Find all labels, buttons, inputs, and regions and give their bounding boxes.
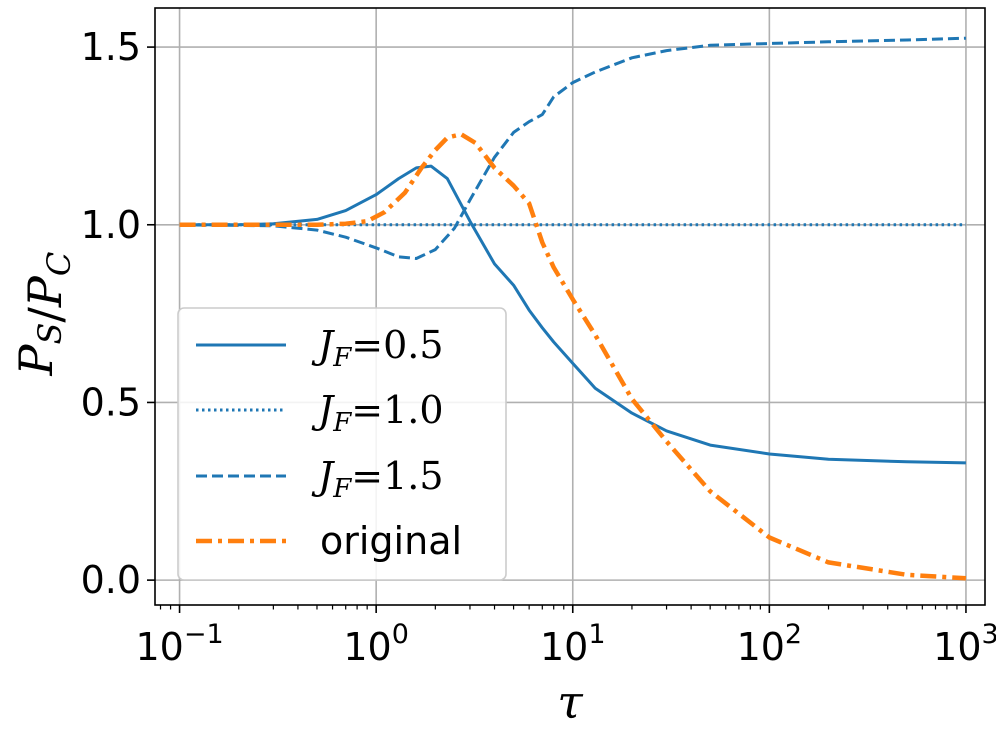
y-tick-label: 1.5 bbox=[81, 25, 141, 69]
plot-frame bbox=[154, 7, 986, 606]
y-tick-label: 1.0 bbox=[81, 203, 141, 247]
series-line-j-f-1-5 bbox=[179, 36, 966, 260]
x-tick-label: 102 bbox=[737, 619, 803, 669]
legend-label: JF=1.0 bbox=[311, 388, 444, 438]
x-axis-label: τ bbox=[557, 675, 584, 729]
legend-box bbox=[177, 307, 507, 581]
y-axis-label: PS/PC bbox=[9, 252, 78, 377]
x-tick-label: 100 bbox=[343, 619, 409, 669]
legend-label: JF=0.5 bbox=[311, 323, 444, 373]
y-tick-label: 0.5 bbox=[81, 380, 141, 424]
x-tick-label: 10−1 bbox=[135, 619, 223, 669]
legend-label: JF=1.5 bbox=[311, 454, 444, 504]
series-line-j-f-0-5 bbox=[179, 164, 966, 465]
legend-label: original bbox=[320, 519, 462, 563]
x-tick-label: 101 bbox=[540, 619, 606, 669]
legend: JF=0.5 JF=1.0 JF=1.5 original bbox=[177, 307, 507, 581]
y-tick-label: 0.0 bbox=[81, 558, 141, 602]
axis-ticks: 10−1 100 101 102 103 0.0 0.5 1.0 1.5 bbox=[81, 25, 996, 669]
series-layer bbox=[179, 36, 967, 581]
series-line-original bbox=[179, 131, 967, 581]
x-tick-label: 103 bbox=[933, 619, 996, 669]
